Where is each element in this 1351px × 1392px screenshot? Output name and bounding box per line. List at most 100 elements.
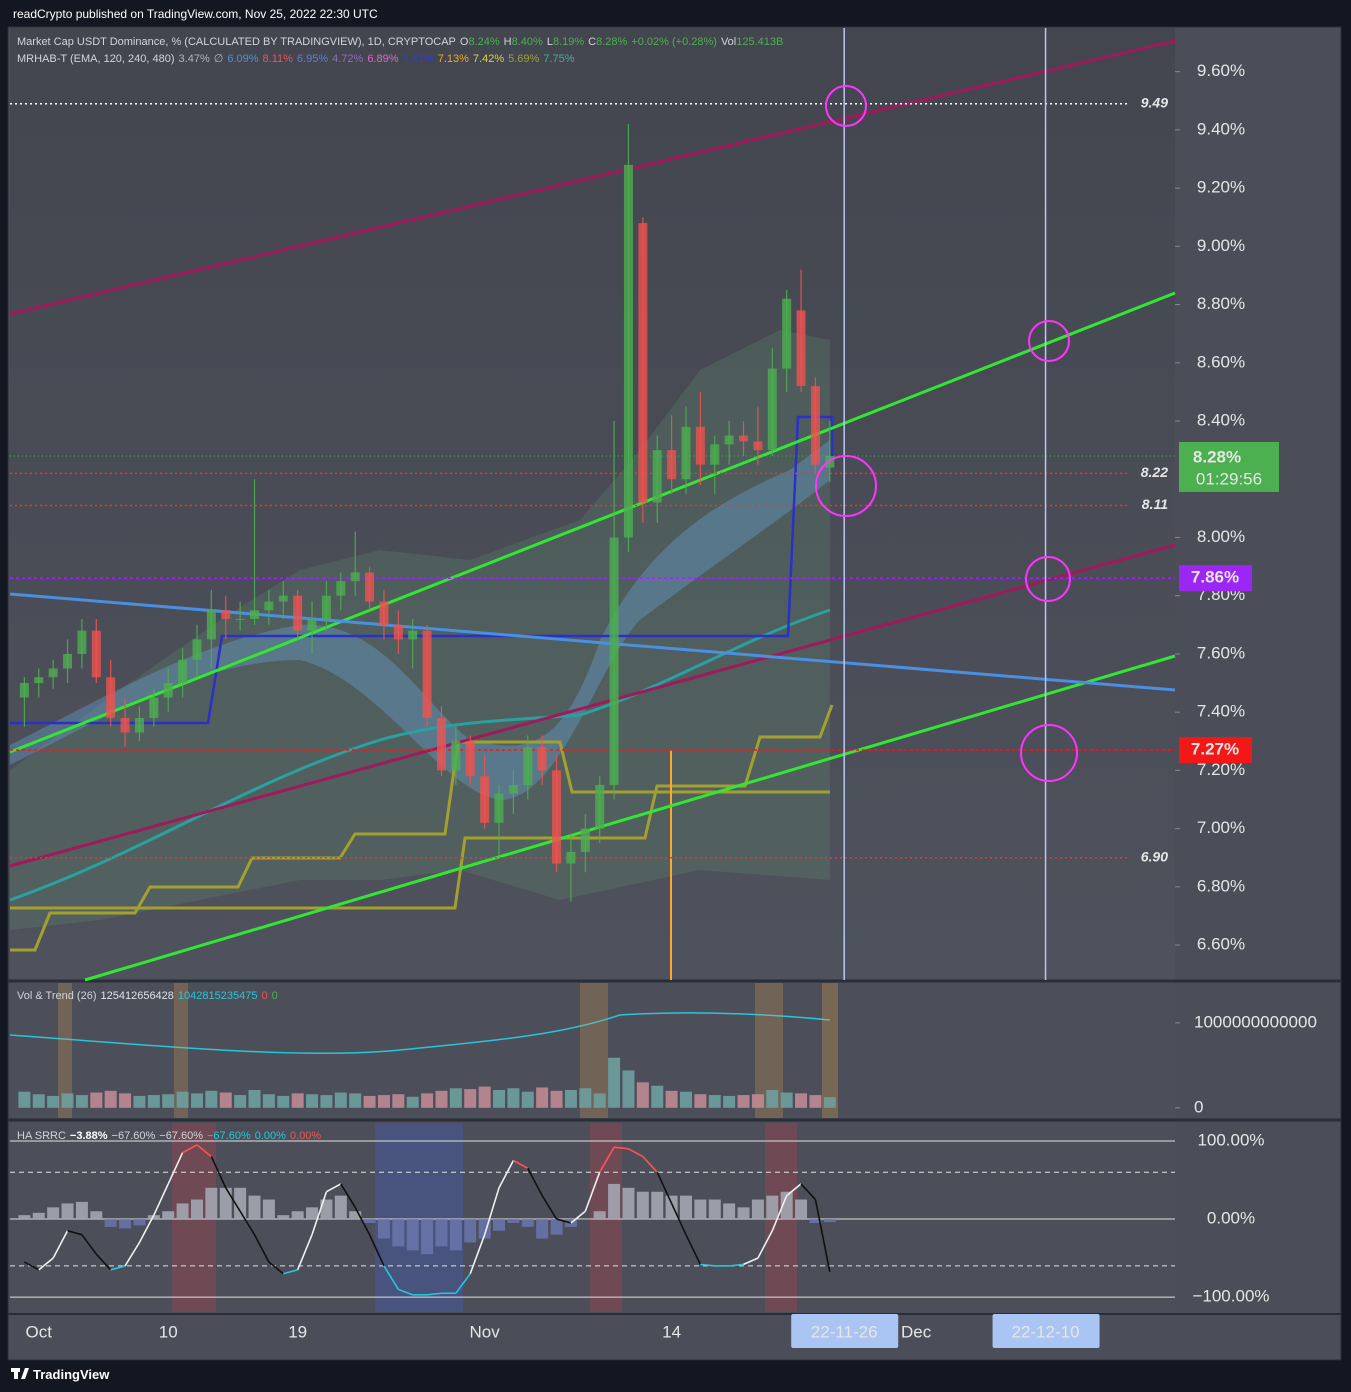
candle-body bbox=[278, 595, 288, 602]
candle-body bbox=[336, 581, 346, 596]
candle-body bbox=[566, 851, 576, 864]
oscillator-line bbox=[124, 1242, 141, 1267]
oscillator-line bbox=[743, 1257, 759, 1266]
oscillator-line bbox=[383, 1265, 400, 1290]
oscillator-line bbox=[239, 1210, 256, 1236]
legend-value: −3.88% bbox=[69, 1130, 108, 1142]
volume-bar bbox=[464, 1089, 477, 1108]
histogram-bar bbox=[334, 1195, 347, 1220]
price-badge-label: 7.86% bbox=[1191, 568, 1239, 587]
ema-line bbox=[9, 608, 831, 902]
band bbox=[822, 983, 838, 1118]
volume-bar bbox=[392, 1094, 405, 1108]
logo bbox=[14, 1368, 18, 1379]
volume-bar bbox=[564, 1089, 577, 1108]
histogram-bar bbox=[579, 1219, 592, 1220]
x-tick-label: Nov bbox=[470, 1322, 501, 1341]
y-tick-label: 7.60% bbox=[1197, 643, 1245, 662]
volume-bar bbox=[104, 1090, 117, 1108]
volume-bar bbox=[708, 1095, 721, 1108]
histogram-bar bbox=[421, 1219, 434, 1255]
legend-value: −67.60% bbox=[111, 1130, 156, 1142]
x-tick-highlight bbox=[791, 1314, 899, 1348]
histogram-bar bbox=[147, 1215, 160, 1220]
legend-value: −67.60% bbox=[159, 1130, 203, 1142]
volume-bar bbox=[234, 1095, 247, 1108]
candle-body bbox=[810, 386, 820, 465]
marks: 9.60% 9.40% 9.20% 9.00% 8.80% 8.60% 8.40% 8.00%… bbox=[10, 28, 1317, 1348]
candle-body bbox=[350, 572, 360, 582]
oscillator-line bbox=[455, 1273, 471, 1294]
oscillator-line bbox=[253, 1234, 270, 1263]
histogram-bar bbox=[679, 1195, 692, 1220]
legend-value: −67.60% bbox=[207, 1130, 251, 1142]
histogram-bar bbox=[61, 1203, 74, 1220]
level-label: 8.22 bbox=[1141, 464, 1168, 480]
volume-bar bbox=[176, 1091, 189, 1108]
candle-body bbox=[379, 601, 389, 625]
volume-bar bbox=[162, 1094, 175, 1108]
histogram-bar bbox=[377, 1219, 390, 1239]
level-label: 6.90 bbox=[1141, 848, 1168, 864]
legend-key: C bbox=[588, 36, 597, 48]
oscillator-line bbox=[283, 1269, 298, 1275]
histogram-bar bbox=[622, 1187, 635, 1220]
volume-bar bbox=[622, 1070, 635, 1108]
histogram-bar bbox=[406, 1219, 419, 1251]
oscillator-line bbox=[110, 1265, 126, 1271]
candle-body bbox=[537, 747, 547, 771]
volume-bar bbox=[751, 1094, 764, 1108]
candle-body bbox=[321, 595, 331, 619]
legend-value: 0.00% bbox=[254, 1130, 286, 1142]
oscillator-line bbox=[584, 1171, 601, 1212]
candle-body bbox=[106, 677, 116, 718]
histogram-bar bbox=[47, 1207, 60, 1220]
volume-bar bbox=[133, 1095, 146, 1108]
legend-key: H bbox=[503, 36, 512, 48]
trend-line bbox=[9, 543, 1176, 868]
volume-bar bbox=[334, 1092, 347, 1108]
circle-annotation bbox=[825, 85, 867, 127]
volume-bar bbox=[406, 1096, 419, 1108]
legend-key: O bbox=[459, 36, 469, 48]
oscillator-line bbox=[354, 1206, 371, 1236]
legend-value: 4.72% bbox=[332, 53, 364, 65]
price-badge-label: 7.27% bbox=[1191, 739, 1239, 758]
oscillator-line bbox=[469, 1234, 486, 1275]
histogram-bar bbox=[133, 1219, 146, 1226]
volume-bar bbox=[449, 1088, 462, 1108]
legend-value: 0 bbox=[261, 990, 268, 1002]
x-tick-label: 10 bbox=[159, 1322, 178, 1341]
candle-body bbox=[264, 601, 274, 611]
histogram-bar bbox=[262, 1199, 275, 1220]
candle-body bbox=[767, 368, 777, 451]
volume-bar bbox=[809, 1095, 822, 1108]
oscillator-line bbox=[311, 1191, 328, 1235]
y-tick-label: 9.20% bbox=[1197, 178, 1245, 197]
volume-bar bbox=[90, 1092, 103, 1108]
trend-line bbox=[9, 291, 1176, 754]
price-badge bbox=[1179, 737, 1252, 764]
candle-body bbox=[580, 828, 590, 852]
y-tick-label: 1000000000000 bbox=[1194, 1012, 1317, 1031]
candle-body bbox=[623, 164, 633, 538]
legend-main: Market Cap USDT Dominance, % (CALCULATED… bbox=[17, 36, 787, 48]
oscillator-line bbox=[771, 1195, 788, 1232]
candle-body bbox=[235, 618, 245, 620]
x-tick-label: 22-12-10 bbox=[1012, 1322, 1080, 1341]
histogram-bar bbox=[449, 1219, 462, 1251]
candle-body bbox=[595, 784, 605, 829]
x-tick-highlight bbox=[992, 1314, 1100, 1348]
y-tick-label: 8.00% bbox=[1197, 527, 1245, 546]
candle-body bbox=[436, 717, 446, 771]
oscillator-line bbox=[642, 1156, 658, 1173]
oscillator-line bbox=[167, 1152, 184, 1185]
volume-bar bbox=[521, 1091, 534, 1108]
volume-bar bbox=[435, 1090, 448, 1108]
legend-oscillator: HA SRRC −3.88% −67.60% −67.60% −67.60% 0.00% 0… bbox=[17, 1130, 325, 1142]
candle-body bbox=[508, 784, 518, 794]
legend-title: Vol & Trend (26) bbox=[17, 990, 97, 1002]
histogram-bar bbox=[104, 1219, 117, 1227]
oscillator-line bbox=[81, 1234, 97, 1255]
